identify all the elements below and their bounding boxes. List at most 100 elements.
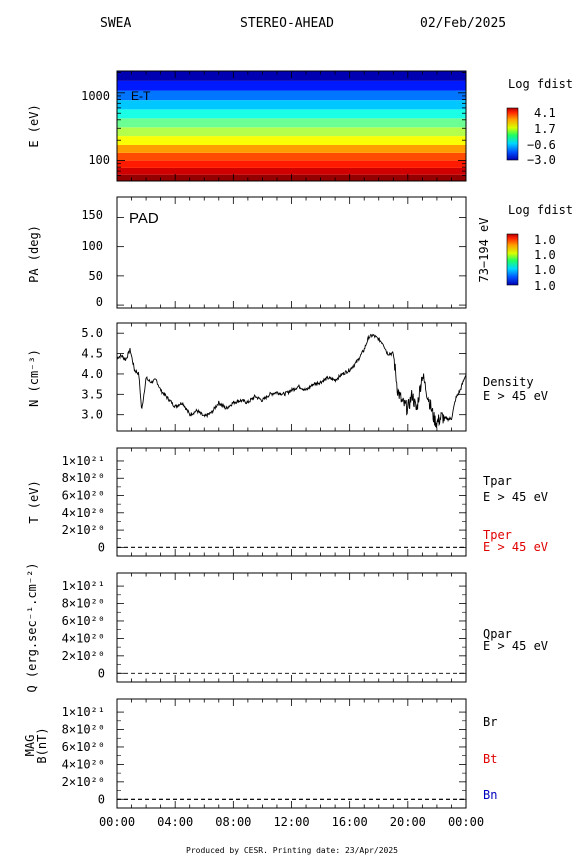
pa-colorbar-label-2: 1.0 [534, 248, 556, 262]
heat-flux-frame [116, 572, 467, 683]
density-frame [116, 322, 467, 432]
heat-flux-side-label: Qpar [483, 627, 512, 641]
pitch-angle-panel-label: PAD [129, 210, 159, 227]
temperature-y-axis-label: T (eV) [27, 480, 41, 523]
temperature-y-tick-label: 1×10²¹ [62, 454, 105, 468]
energy-spectrogram-bands [117, 71, 466, 181]
x-axis-ticks [116, 71, 467, 808]
density-y-axis-label: N (cm⁻³) [27, 349, 41, 407]
pa-colorbar-title: Log fdist [508, 203, 573, 217]
x-tick-label: 04:00 [157, 815, 193, 829]
heat-flux-y-tick-label: 8×10²⁰ [62, 597, 105, 611]
magnetic-field-side-label: Bn [483, 788, 497, 802]
heat-flux-y-tick-label: 2×10²⁰ [62, 649, 105, 663]
energy-colorbar-label-3: −0.6 [527, 138, 556, 152]
heat-flux-y-tick-label: 4×10²⁰ [62, 631, 105, 645]
density-y-tick-label: 4.5 [81, 347, 103, 361]
magnetic-field-frame [116, 698, 467, 809]
pitch-angle-panel: PAD 150 100 50 0 PA (deg) 73−194 eV Log … [27, 196, 573, 309]
footer-credit: Produced by CESR. Printing date: 23/Apr/… [186, 846, 398, 855]
density-y-tick-label: 5.0 [81, 326, 103, 340]
temperature-y-tick-label: 0 [98, 540, 105, 554]
x-tick-label: 00:00 [99, 815, 135, 829]
heat-flux-side-label: E > 45 eV [483, 639, 548, 653]
pa-y-axis-label: PA (deg) [27, 225, 41, 283]
x-tick-label: 00:00 [448, 815, 484, 829]
pa-y-tick-150: 150 [81, 208, 103, 222]
temperature-panel: 1×10²¹ 8×10²⁰ 6×10²⁰ 4×10²⁰ 2×10²⁰ 0 T (eV) Tpa… [27, 447, 548, 557]
x-axis-tick-labels: 00:00 04:00 08:00 12:00 16:00 20:00 00:00 [99, 815, 484, 829]
energy-time-panel: E-T 1000 100 E (eV) Log fdist 4.1 1.7 −0… [27, 70, 573, 182]
magnetic-field-y-tick-label: 0 [98, 792, 105, 806]
pa-colorbar [506, 233, 519, 286]
pitch-angle-frame [116, 196, 467, 309]
pa-colorbar-label-4: 1.0 [534, 279, 556, 293]
magnetic-field-side-label: Bt [483, 752, 497, 766]
energy-band-8 [117, 109, 466, 119]
spacecraft-name: STEREO-AHEAD [240, 16, 334, 31]
pa-y-tick-50: 50 [89, 269, 103, 283]
magnetic-field-y-axis-label: MAG [23, 735, 37, 757]
heat-flux-y-tick-label: 0 [98, 666, 105, 680]
energy-colorbar-title: Log fdist [508, 77, 573, 91]
pa-energy-range-label: 73−194 eV [477, 217, 491, 282]
pa-axis-ticks [117, 217, 466, 306]
x-tick-label: 12:00 [273, 815, 309, 829]
energy-y-minor-ticks [117, 72, 466, 177]
x-tick-label: 20:00 [390, 815, 426, 829]
temperature-frame [116, 447, 467, 557]
heat-flux-y-tick-label: 6×10²⁰ [62, 614, 105, 628]
flat-panels: 1×10²¹ 8×10²⁰ 6×10²⁰ 4×10²⁰ 2×10²⁰ 0 T (eV) Tpa… [23, 447, 548, 809]
magnetic-field-y-tick-label: 1×10²¹ [62, 705, 105, 719]
energy-band-1 [117, 167, 466, 175]
magnetic-field-y-tick-label: 4×10²⁰ [62, 757, 105, 771]
temperature-side-label: E > 45 eV [483, 540, 548, 554]
magnetic-field-y-tick-label: 2×10²⁰ [62, 775, 105, 789]
temperature-side-label: E > 45 eV [483, 490, 548, 504]
instrument-name: SWEA [100, 16, 131, 31]
energy-y-axis-label: E (eV) [27, 104, 41, 147]
density-panel: 5.0 4.5 4.0 3.5 3.0 N (cm⁻³) Density E > 45 … [27, 322, 548, 432]
plot-date: 02/Feb/2025 [420, 16, 506, 31]
temperature-y-tick-label: 8×10²⁰ [62, 471, 105, 485]
energy-band-11 [117, 80, 466, 91]
density-side-label-2: E > 45 eV [483, 389, 548, 403]
magnetic-field-side-label: Br [483, 715, 497, 729]
energy-time-panel-label: E-T [131, 89, 151, 103]
pa-y-tick-0: 0 [96, 295, 103, 309]
energy-band-5 [117, 136, 466, 145]
pa-y-tick-100: 100 [81, 239, 103, 253]
temperature-y-tick-label: 2×10²⁰ [62, 523, 105, 537]
energy-band-10 [117, 90, 466, 101]
density-series-line [117, 333, 466, 428]
magnetic-field-y-axis-label: B(nT) [35, 727, 49, 763]
energy-colorbar-label-1: 4.1 [534, 106, 556, 120]
energy-y-tick-100: 100 [88, 153, 110, 167]
energy-y-tick-1000: 1000 [81, 89, 110, 103]
energy-band-9 [117, 100, 466, 110]
magnetic-field-y-tick-label: 8×10²⁰ [62, 723, 105, 737]
density-side-label-1: Density [483, 375, 534, 389]
temperature-y-tick-label: 4×10²⁰ [62, 506, 105, 520]
temperature-side-label: Tpar [483, 474, 512, 488]
energy-band-7 [117, 118, 466, 128]
energy-band-3 [117, 152, 466, 161]
temperature-side-label: Tper [483, 528, 512, 542]
pa-colorbar-label-1: 1.0 [534, 233, 556, 247]
heat-flux-panel: 1×10²¹ 8×10²⁰ 6×10²⁰ 4×10²⁰ 2×10²⁰ 0 Q (erg.se… [25, 562, 548, 692]
pa-colorbar-label-3: 1.0 [534, 263, 556, 277]
energy-colorbar-label-2: 1.7 [534, 122, 556, 136]
magnetic-field-y-tick-label: 6×10²⁰ [62, 740, 105, 754]
temperature-y-tick-label: 6×10²⁰ [62, 489, 105, 503]
density-y-tick-label: 4.0 [81, 367, 103, 381]
energy-band-6 [117, 127, 466, 137]
heat-flux-y-tick-label: 1×10²¹ [62, 579, 105, 593]
energy-colorbar-label-4: −3.0 [527, 153, 556, 167]
heat-flux-y-axis-label: Q (erg.sec⁻¹.cm⁻²) [25, 562, 39, 692]
energy-band-4 [117, 144, 466, 153]
density-y-tick-label: 3.5 [81, 387, 103, 401]
density-y-ticks: 5.0 4.5 4.0 3.5 3.0 [81, 326, 466, 422]
density-y-tick-label: 3.0 [81, 408, 103, 422]
